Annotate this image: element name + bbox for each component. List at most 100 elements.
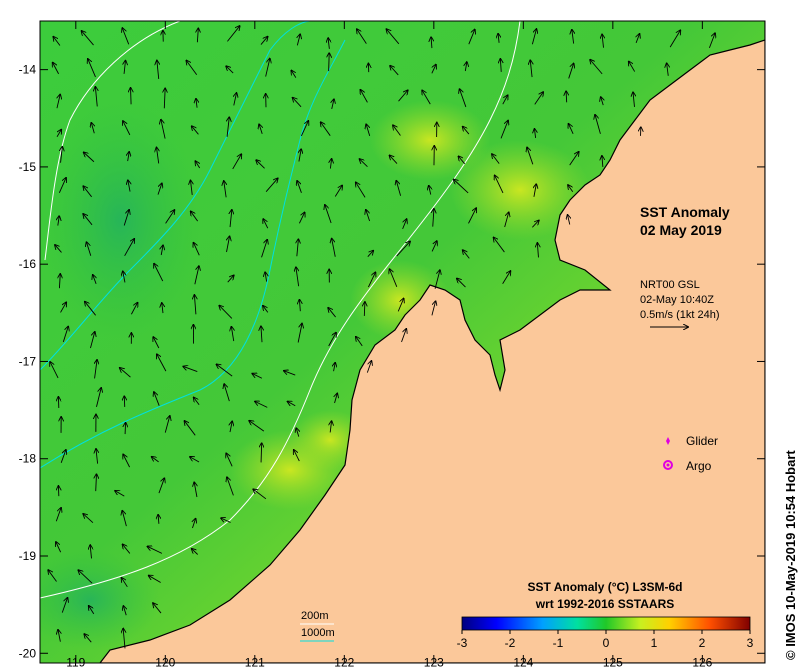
- current-vector-arrow-icon: [55, 508, 61, 522]
- y-axis: -14-15-16-17-18-19-20: [19, 63, 765, 660]
- current-vector-arrow-icon: [192, 549, 199, 555]
- current-vector-arrow-icon: [633, 92, 634, 107]
- current-vector-arrow-icon: [366, 361, 371, 373]
- current-vector-arrow-icon: [433, 209, 434, 227]
- current-vector-arrow-icon: [78, 570, 93, 584]
- current-vector-arrow-icon: [256, 160, 265, 169]
- current-vector-arrow-icon: [296, 428, 298, 437]
- current-vector-arrow-icon: [434, 270, 440, 289]
- current-vector-arrow-icon: [431, 65, 436, 74]
- current-vector-arrow-icon: [157, 61, 159, 79]
- current-vector-arrow-icon: [227, 477, 234, 496]
- current-vector-arrow-icon: [157, 183, 162, 195]
- current-vector-arrow-icon: [498, 34, 499, 43]
- current-vector-arrow-icon: [568, 215, 570, 225]
- current-vector-arrow-icon: [122, 511, 127, 527]
- current-vector-arrow-icon: [396, 181, 402, 196]
- y-tick-label: -16: [19, 257, 37, 271]
- current-vector-arrow-icon: [154, 264, 164, 282]
- current-vector-arrow-icon: [123, 544, 131, 554]
- contour-1000m-label: 1000m: [301, 627, 335, 639]
- current-vector-arrow-icon: [157, 354, 167, 372]
- current-vector-arrow-icon: [231, 327, 233, 342]
- current-vector-arrow-icon: [328, 38, 329, 49]
- current-vector-arrow-icon: [429, 186, 431, 195]
- current-vector-arrow-icon: [457, 278, 466, 288]
- current-vector-arrow-icon: [60, 450, 66, 463]
- x-tick-label: 125: [603, 656, 623, 670]
- credit-text: © IMOS 10-May-2019 10:54 Hobart: [783, 450, 798, 660]
- current-vector-arrow-icon: [123, 121, 131, 136]
- current-vector-arrow-icon: [530, 60, 532, 78]
- current-vector-arrow-icon: [115, 491, 125, 497]
- current-vector-arrow-icon: [259, 124, 262, 134]
- current-vector-arrow-icon: [190, 457, 200, 463]
- current-vector-arrow-icon: [502, 95, 508, 105]
- current-vector-arrow-icon: [397, 299, 403, 312]
- current-vector-arrow-icon: [261, 326, 262, 343]
- current-vector-arrow-icon: [221, 518, 231, 523]
- current-vector-arrow-icon: [299, 300, 300, 312]
- current-vector-arrow-icon: [265, 272, 266, 282]
- current-vector-arrow-icon: [56, 130, 61, 138]
- current-vector-arrow-icon: [83, 186, 92, 198]
- current-vector-arrow-icon: [224, 181, 226, 198]
- current-vector-arrow-icon: [534, 92, 543, 105]
- current-vector-arrow-icon: [367, 251, 373, 257]
- glider-marker-icon: [666, 437, 670, 445]
- current-vector-arrow-icon: [296, 267, 299, 287]
- current-vector-arrow-icon: [158, 515, 159, 524]
- x-tick-label: 120: [155, 656, 175, 670]
- current-vector-arrow-icon: [532, 220, 538, 228]
- current-vector-arrow-icon: [190, 180, 192, 196]
- legend: Glider Argo: [663, 434, 718, 473]
- current-vector-arrow-icon: [334, 186, 342, 197]
- colorbar-title-line2: wrt 1992-2016 SSTAARS: [535, 597, 675, 611]
- current-vector-arrow-icon: [297, 324, 302, 343]
- current-vector-arrow-icon: [431, 241, 437, 252]
- current-vector-arrow-icon: [84, 634, 92, 643]
- current-vector-arrow-icon: [260, 37, 268, 45]
- y-tick-label: -20: [19, 646, 37, 660]
- y-tick-label: -17: [19, 354, 37, 368]
- current-vector-arrow-icon: [298, 212, 304, 224]
- current-vector-arrow-icon: [602, 35, 603, 48]
- current-vector-arrow-icon: [191, 211, 199, 222]
- x-axis: 119 120 121 122 123 124 125 126: [66, 21, 713, 670]
- plot-area: [40, 21, 765, 663]
- current-vector-arrow-icon: [161, 245, 163, 256]
- current-vector-arrow-icon: [297, 34, 300, 46]
- current-vectors: [48, 26, 715, 649]
- colorbar-tick-label: 0: [603, 636, 610, 650]
- current-vector-arrow-icon: [58, 178, 66, 193]
- current-vector-arrow-icon: [590, 60, 603, 75]
- current-vector-arrow-icon: [265, 178, 278, 192]
- current-vector-arrow-icon: [161, 120, 166, 139]
- current-vector-arrow-icon: [56, 542, 62, 553]
- colorbar-tick-label: 1: [651, 636, 658, 650]
- current-vector-arrow-icon: [90, 332, 94, 349]
- current-vector-arrow-icon: [194, 295, 195, 315]
- current-vector-arrow-icon: [91, 123, 94, 134]
- argo-marker-icon: [663, 460, 673, 470]
- current-vector-arrow-icon: [454, 179, 469, 194]
- y-tick-label: -18: [19, 452, 37, 466]
- current-vector-arrow-icon: [131, 303, 137, 315]
- current-vector-arrow-icon: [390, 155, 398, 164]
- current-vector-arrow-icon: [123, 271, 125, 283]
- current-vector-arrow-icon: [431, 37, 432, 49]
- current-vector-arrow-icon: [398, 90, 408, 102]
- current-vector-arrow-icon: [463, 250, 470, 259]
- current-vector-arrow-icon: [87, 242, 92, 256]
- current-vector-arrow-icon: [147, 546, 163, 554]
- contour-1000m-line: [40, 39, 346, 469]
- current-vector-arrow-icon: [458, 156, 466, 165]
- current-vector-arrow-icon: [183, 366, 198, 373]
- current-vector-arrow-icon: [531, 29, 536, 45]
- colorbar-gradient: [461, 616, 751, 631]
- current-vector-arrow-icon: [568, 185, 574, 193]
- current-vector-arrow-icon: [601, 97, 603, 106]
- current-vector-arrow-icon: [162, 303, 163, 314]
- contour-1000m-line-outer: [40, 21, 311, 371]
- colorbar-tick-label: 2: [699, 636, 706, 650]
